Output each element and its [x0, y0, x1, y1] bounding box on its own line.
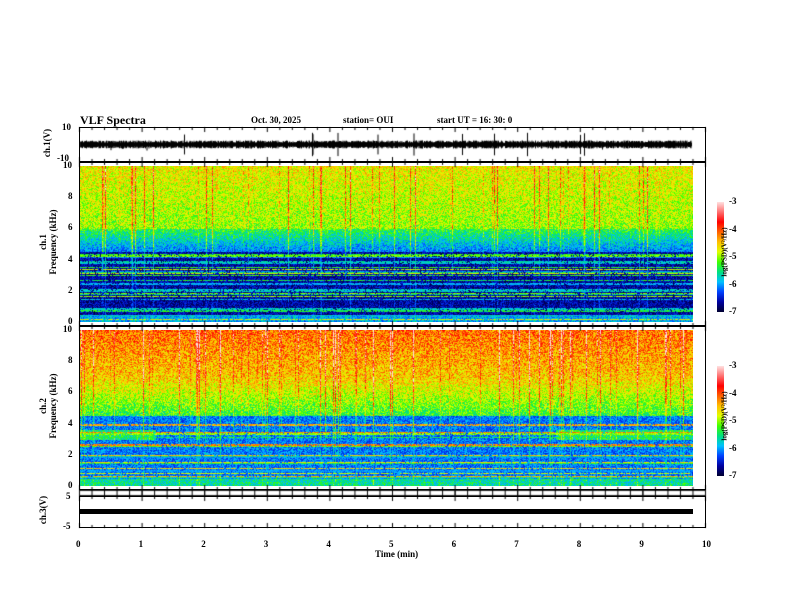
ch3-ytick-top: 5 [66, 491, 71, 501]
freq-tick-label: 4 [68, 253, 73, 264]
ch1-ylabel: ch.1(V) [42, 128, 52, 158]
ch3-waveform-trace [80, 509, 693, 514]
ch1-waveform-trace [79, 127, 706, 162]
colorbar-tick-label: -7 [729, 470, 737, 480]
x-tick-label: 1 [138, 539, 144, 549]
colorbar-tick-label: -4 [729, 387, 737, 398]
colorbar-tick-label: -6 [729, 442, 737, 453]
colorbar-tick-label: -5 [729, 415, 737, 425]
ylabel-line1: ch.2 [38, 398, 48, 414]
x-tick-label: 8 [576, 539, 582, 549]
colorbar-tick-label: -7 [729, 306, 737, 316]
ch2-spectrogram-ylabel: ch.2 Frequency (kHz) [38, 356, 58, 456]
date-label: Oct. 30, 2025 [251, 115, 301, 125]
colorbar-tick-label: -3 [729, 360, 737, 370]
freq-tick-label: 10 [63, 160, 72, 170]
ch1-ytick-top: 10 [62, 122, 71, 132]
start-time-label: start UT = 16: 30: 0 [437, 115, 513, 125]
ch1-spectrogram-ylabel: ch.1 Frequency (kHz) [38, 192, 58, 292]
x-tick-label: 5 [389, 539, 394, 549]
station-label: station= OUI [343, 115, 394, 125]
colorbar-tick-label: -3 [729, 196, 737, 206]
x-tick-label: 3 [263, 539, 269, 549]
x-tick-label: 4 [326, 539, 331, 549]
ch1-spectrogram-panel [79, 162, 706, 326]
ylabel-line2: Frequency (kHz) [48, 209, 58, 275]
colorbar-tick-label: -4 [729, 223, 737, 234]
colorbar-tick-label: -6 [729, 278, 737, 289]
ylabel-line2: Frequency (kHz) [48, 373, 58, 439]
freq-tick-label: 8 [68, 191, 73, 202]
x-tick-label: 7 [514, 539, 519, 549]
ch2-spectrogram-panel [79, 326, 706, 490]
x-tick-label: 6 [451, 539, 457, 549]
x-tick-label: 0 [76, 539, 81, 549]
ch3-ytick-bottom: -5 [63, 521, 71, 531]
freq-tick-label: 8 [68, 355, 73, 366]
freq-tick-label: 0 [68, 480, 73, 490]
ch1-colorbar-label: log(PSD)(V²/Hz) [720, 227, 729, 277]
ylabel-line1: ch.1 [38, 234, 48, 250]
freq-tick-label: 6 [68, 222, 73, 233]
x-tick-label: 10 [702, 539, 711, 549]
ch3-ylabel: ch.3(V) [38, 495, 48, 525]
x-tick-label: 9 [639, 539, 644, 549]
freq-tick-label: 10 [63, 324, 72, 334]
ch2-colorbar-label: log(PSD)(V²/Hz) [720, 391, 729, 441]
colorbar-tick-label: -5 [729, 251, 737, 261]
freq-tick-label: 2 [68, 448, 73, 459]
x-tick-label: 2 [201, 539, 206, 549]
freq-tick-label: 6 [68, 386, 73, 397]
figure-title: VLF Spectra [80, 113, 146, 127]
freq-tick-label: 2 [68, 284, 73, 295]
x-axis-label: Time (min) [375, 549, 419, 559]
freq-tick-label: 4 [68, 417, 73, 428]
